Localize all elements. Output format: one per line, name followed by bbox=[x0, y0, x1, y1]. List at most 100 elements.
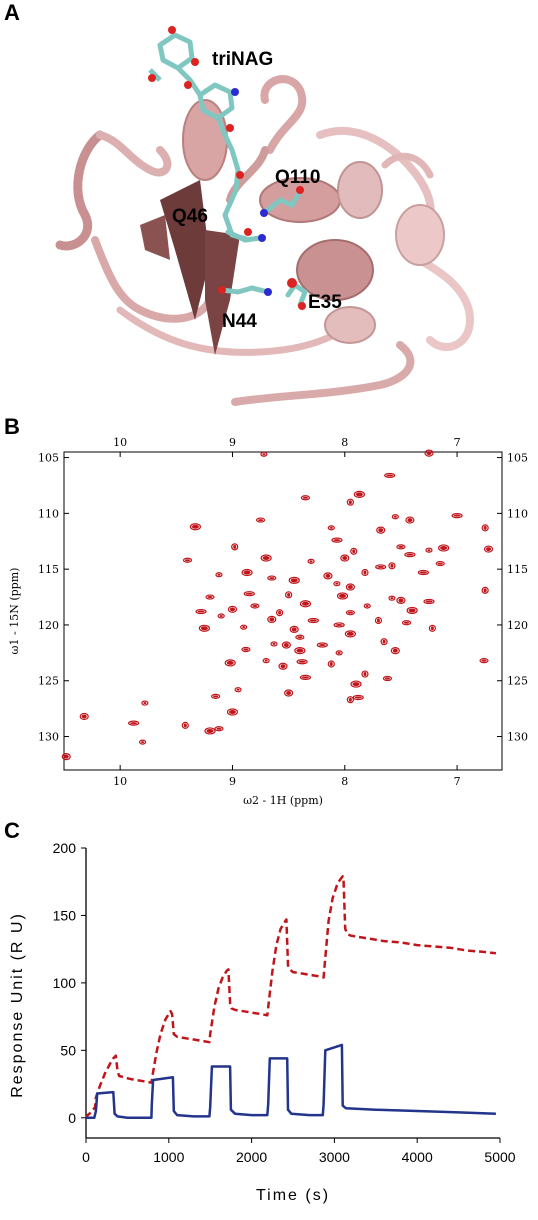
nmr-peak bbox=[284, 689, 294, 697]
nmr-peak bbox=[217, 613, 225, 619]
nmr-peak bbox=[323, 572, 333, 580]
nmr-peak-core bbox=[200, 626, 208, 631]
nmr-peak bbox=[181, 721, 189, 729]
nmr-peak-core bbox=[216, 727, 222, 730]
oxygen-atom bbox=[244, 228, 252, 236]
nmr-y-tick-label-right: 110 bbox=[507, 507, 528, 520]
nmr-peak-core bbox=[378, 528, 384, 533]
nmr-peak bbox=[296, 659, 308, 665]
nmr-peak bbox=[281, 641, 291, 649]
spr-series-dashed bbox=[84, 875, 497, 1119]
nmr-peak bbox=[340, 554, 350, 562]
nmr-peak bbox=[61, 753, 71, 761]
nmr-peak bbox=[388, 595, 396, 601]
nmr-peak-core bbox=[197, 610, 205, 613]
nmr-peak-core bbox=[143, 702, 147, 705]
spr-y-tick-label: 0 bbox=[68, 1110, 76, 1126]
ribbon-loop bbox=[96, 131, 172, 177]
nmr-y-tick-label-right: 115 bbox=[507, 563, 528, 576]
nmr-peak bbox=[380, 638, 388, 646]
nmr-peak-core bbox=[342, 556, 348, 560]
nmr-peak-core bbox=[382, 639, 386, 644]
nmr-x-tick-label: 10 bbox=[113, 775, 127, 788]
nmr-peak bbox=[224, 659, 236, 667]
nmr-peak-core bbox=[290, 578, 298, 583]
nmr-peak bbox=[211, 693, 221, 699]
nmr-peak-core bbox=[363, 570, 367, 575]
nmr-peak-core bbox=[228, 709, 236, 714]
nmr-peak bbox=[267, 575, 277, 581]
nmr-peak bbox=[346, 696, 354, 704]
nmr-peak bbox=[299, 674, 312, 680]
oxygen-atom bbox=[296, 186, 304, 194]
spr-y-tick-label: 100 bbox=[53, 975, 77, 991]
nmr-peak bbox=[79, 712, 89, 721]
nmr-peak-core bbox=[365, 604, 369, 607]
nmr-peak-core bbox=[185, 559, 191, 562]
nmr-peak-core bbox=[425, 600, 433, 603]
nmr-peak bbox=[226, 708, 239, 716]
nmr-peak bbox=[361, 670, 369, 678]
nmr-y-axis-label: ω1 - 15N (ppm) bbox=[8, 568, 21, 655]
nmr-peak-core bbox=[352, 682, 360, 687]
nmr-peak bbox=[204, 727, 216, 735]
nmr-peak bbox=[479, 658, 489, 664]
nmr-peak bbox=[231, 543, 239, 551]
nmr-peak bbox=[128, 720, 140, 726]
nmr-peak-core bbox=[390, 597, 394, 600]
nmr-peak bbox=[344, 630, 356, 638]
nmr-peak-core bbox=[348, 500, 352, 505]
nmr-x-tick-label: 7 bbox=[454, 775, 461, 788]
nmr-peak bbox=[333, 622, 345, 628]
oxygen-atom bbox=[191, 58, 199, 66]
nmr-peak-core bbox=[219, 615, 223, 618]
nmr-peak-core bbox=[269, 577, 275, 580]
nmr-peak-core bbox=[286, 691, 292, 696]
nmr-peak bbox=[260, 554, 272, 562]
nmr-peak-core bbox=[301, 601, 309, 606]
spr-y-tick-label: 150 bbox=[53, 907, 77, 923]
nmr-peak bbox=[214, 726, 224, 732]
nmr-y-tick-label: 110 bbox=[38, 507, 59, 520]
spr-sensorgram: 0 1000 2000 3000 4000 5000 0 50 100 150 200 Time (s… bbox=[9, 840, 516, 1204]
oxygen-atom bbox=[226, 124, 234, 132]
nmr-peak-core bbox=[430, 626, 434, 631]
q110-stick bbox=[265, 189, 303, 213]
nmr-peak-core bbox=[440, 545, 448, 550]
nmr-spectrum: 10 10 9 9 8 8 7 7 105 105 110 110 115 115 120 120 125 125… bbox=[8, 436, 528, 807]
nmr-peak bbox=[361, 568, 369, 577]
spr-x-tick-label: 3000 bbox=[319, 1149, 350, 1165]
ribbon-helix bbox=[324, 306, 376, 344]
nmr-peak bbox=[346, 498, 354, 506]
nmr-peak bbox=[255, 517, 266, 523]
nmr-peak-core bbox=[280, 664, 286, 669]
nmr-peak bbox=[406, 606, 418, 615]
nmr-peak-core bbox=[329, 662, 333, 666]
nmr-peak-core bbox=[309, 619, 317, 622]
nmr-peak bbox=[401, 620, 412, 626]
spr-y-tick-label: 200 bbox=[53, 840, 77, 856]
nmr-peak bbox=[424, 449, 434, 457]
trinag-stick bbox=[157, 32, 195, 71]
nmr-peak bbox=[288, 576, 300, 584]
nmr-peak bbox=[327, 525, 335, 531]
nmr-peak bbox=[391, 514, 399, 520]
nmr-peak bbox=[195, 608, 207, 615]
e35-stick bbox=[285, 281, 309, 308]
nmr-peak bbox=[270, 641, 278, 647]
nmr-peak bbox=[376, 526, 386, 534]
nmr-peak-core bbox=[408, 608, 416, 613]
nmr-peak bbox=[333, 581, 341, 587]
nmr-peak-core bbox=[130, 722, 138, 725]
nmr-peak-core bbox=[243, 570, 251, 575]
trinag-stick bbox=[148, 68, 162, 82]
nmr-x-tick-label-top: 10 bbox=[113, 436, 127, 449]
panel-letter-c: C bbox=[4, 818, 20, 843]
ribbon-helix bbox=[337, 161, 383, 219]
nmr-peak bbox=[390, 647, 400, 655]
nmr-peak bbox=[481, 524, 489, 532]
nmr-peak bbox=[363, 603, 371, 609]
nmr-peak bbox=[405, 516, 415, 524]
nmr-peak-core bbox=[226, 660, 234, 665]
nmr-peak-core bbox=[298, 660, 306, 663]
